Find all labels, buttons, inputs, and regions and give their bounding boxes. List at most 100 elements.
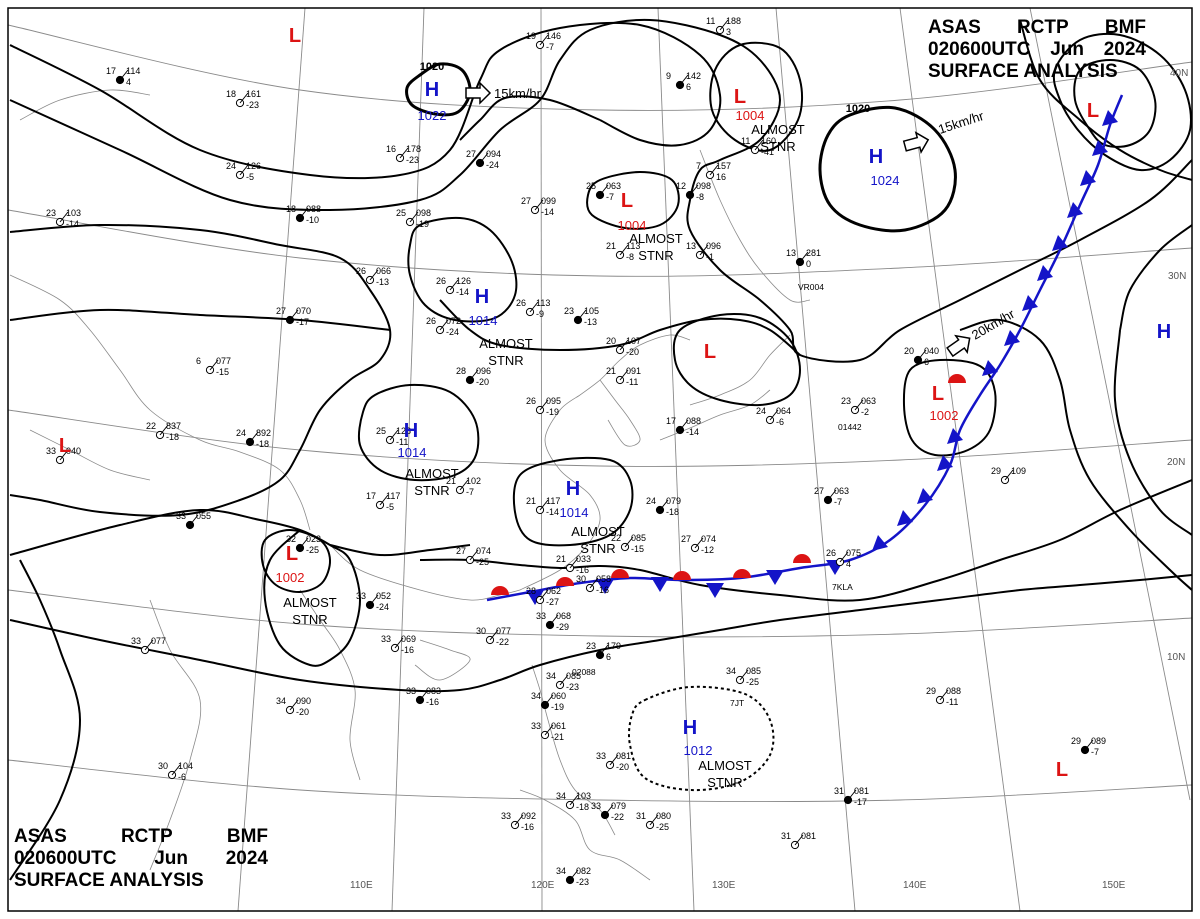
station-pressure: 107	[626, 336, 641, 346]
isobar-line	[586, 171, 680, 230]
coastline	[414, 639, 471, 681]
station-tendency: -20	[476, 377, 489, 387]
station-plot: 33 055	[176, 511, 211, 530]
high-symbol: H	[404, 420, 418, 442]
isobar-line	[1052, 32, 1192, 172]
station-plot: 26 072-24	[426, 316, 461, 337]
isobar-line	[9, 508, 361, 667]
wind-barb	[529, 301, 539, 313]
station-plot: 28 096-20	[456, 366, 491, 387]
station-pressure: 837	[166, 421, 181, 431]
station-pressure: 089	[1091, 736, 1106, 746]
coastline	[519, 394, 601, 591]
station-pressure: 103	[66, 208, 81, 218]
isobar-line	[902, 358, 997, 457]
station-tendency: 3	[726, 27, 731, 37]
longitude-label: 150E	[1102, 880, 1126, 891]
station-plot: 28 062-27	[526, 586, 561, 607]
station-pressure: 081	[616, 751, 631, 761]
motion-note: STNR	[760, 139, 795, 154]
station-plot: 24 064-6	[756, 406, 791, 427]
isobar-line	[9, 21, 722, 180]
station-tendency: -19	[416, 219, 429, 229]
low-pressure-center: L	[1087, 100, 1099, 122]
station-temp: 20	[606, 336, 616, 346]
station-temp: 30	[158, 761, 168, 771]
station-temp: 34	[531, 691, 541, 701]
station-temp: 33	[501, 811, 511, 821]
cold-front-triangle	[526, 590, 544, 605]
warm-front-semicircle	[673, 571, 691, 580]
station-plot: 27 063-7	[814, 486, 849, 507]
wind-barb	[577, 309, 587, 321]
station-pressure: 079	[666, 496, 681, 506]
station-tendency: -11	[626, 377, 638, 387]
station-plot: 29 109	[991, 466, 1026, 485]
wind-barb	[609, 754, 619, 766]
station-plot: 33 083-16	[406, 686, 441, 707]
low-symbol: L	[286, 543, 298, 565]
wind-barb	[709, 164, 719, 176]
station-plot: 24 126-5	[226, 161, 261, 182]
station-temp: 11	[741, 136, 750, 146]
station-pressure: 098	[696, 181, 711, 191]
parallel-line	[8, 209, 1192, 277]
motion-note: STNR	[638, 248, 673, 263]
station-temp: 24	[756, 406, 766, 416]
high-pressure-center: H 1014 ALMOST STNR	[560, 478, 625, 556]
station-plot: 27 074-12	[681, 534, 716, 555]
station-temp: 33	[406, 686, 416, 696]
high-symbol: H	[425, 79, 439, 101]
station-pressure: 161	[246, 89, 261, 99]
station-pressure: 090	[296, 696, 311, 706]
station-plot: 23 105-13	[564, 306, 599, 327]
motion-note: STNR	[414, 483, 449, 498]
station-tendency: -20	[616, 762, 629, 772]
cold-front-triangle	[1067, 202, 1083, 218]
station-tendency: -17	[296, 317, 309, 327]
low-symbol: L	[59, 435, 71, 457]
wind-barb	[549, 614, 559, 626]
wind-barb	[534, 199, 544, 211]
isobar-line	[9, 18, 1192, 363]
parallel-line	[8, 24, 1192, 111]
low-symbol: L	[932, 383, 944, 405]
wind-barb	[539, 34, 549, 46]
station-plot: 34 085-25	[726, 666, 761, 687]
station-plot: 18 088-10	[286, 204, 321, 225]
motion-note: STNR	[707, 775, 742, 790]
wind-barb	[539, 399, 549, 411]
warm-front-semicircle	[556, 577, 574, 586]
isobar-line	[459, 95, 601, 141]
station-plot: 34 103-18	[556, 791, 591, 812]
station-plot: 26 126-14	[436, 276, 471, 297]
station-temp: 27	[456, 546, 466, 556]
station-plot: 34 090-20	[276, 696, 311, 717]
motion-note: ALMOST	[479, 336, 533, 351]
station-pressure: 088	[686, 416, 701, 426]
station-temp: 30	[476, 626, 486, 636]
cold-front-triangle	[1004, 330, 1020, 346]
station-temp: 21	[446, 476, 456, 486]
wind-barb	[59, 449, 69, 461]
station-pressure: 098	[416, 208, 431, 218]
station-temp: 33	[46, 446, 56, 456]
wind-barb	[689, 184, 699, 196]
station-plot: 31 080-25	[636, 811, 671, 832]
station-plot: 33 068-29	[536, 611, 571, 632]
low-pressure-center: L	[1056, 759, 1068, 781]
station-pressure: 040	[924, 346, 939, 356]
warm-front-semicircle	[611, 569, 629, 578]
cold-front-triangle	[1092, 140, 1108, 156]
meridian-line	[899, 8, 1021, 911]
station-id: 02088	[572, 667, 596, 677]
station-plot: 17 117-5	[366, 491, 400, 512]
station-plot: 6 077-15	[196, 356, 231, 377]
station-tendency: -16	[596, 585, 609, 595]
meridian-line	[657, 8, 695, 911]
station-pressure: 074	[701, 534, 716, 544]
high-symbol: H	[475, 286, 489, 308]
cold-front-triangle	[917, 488, 933, 504]
